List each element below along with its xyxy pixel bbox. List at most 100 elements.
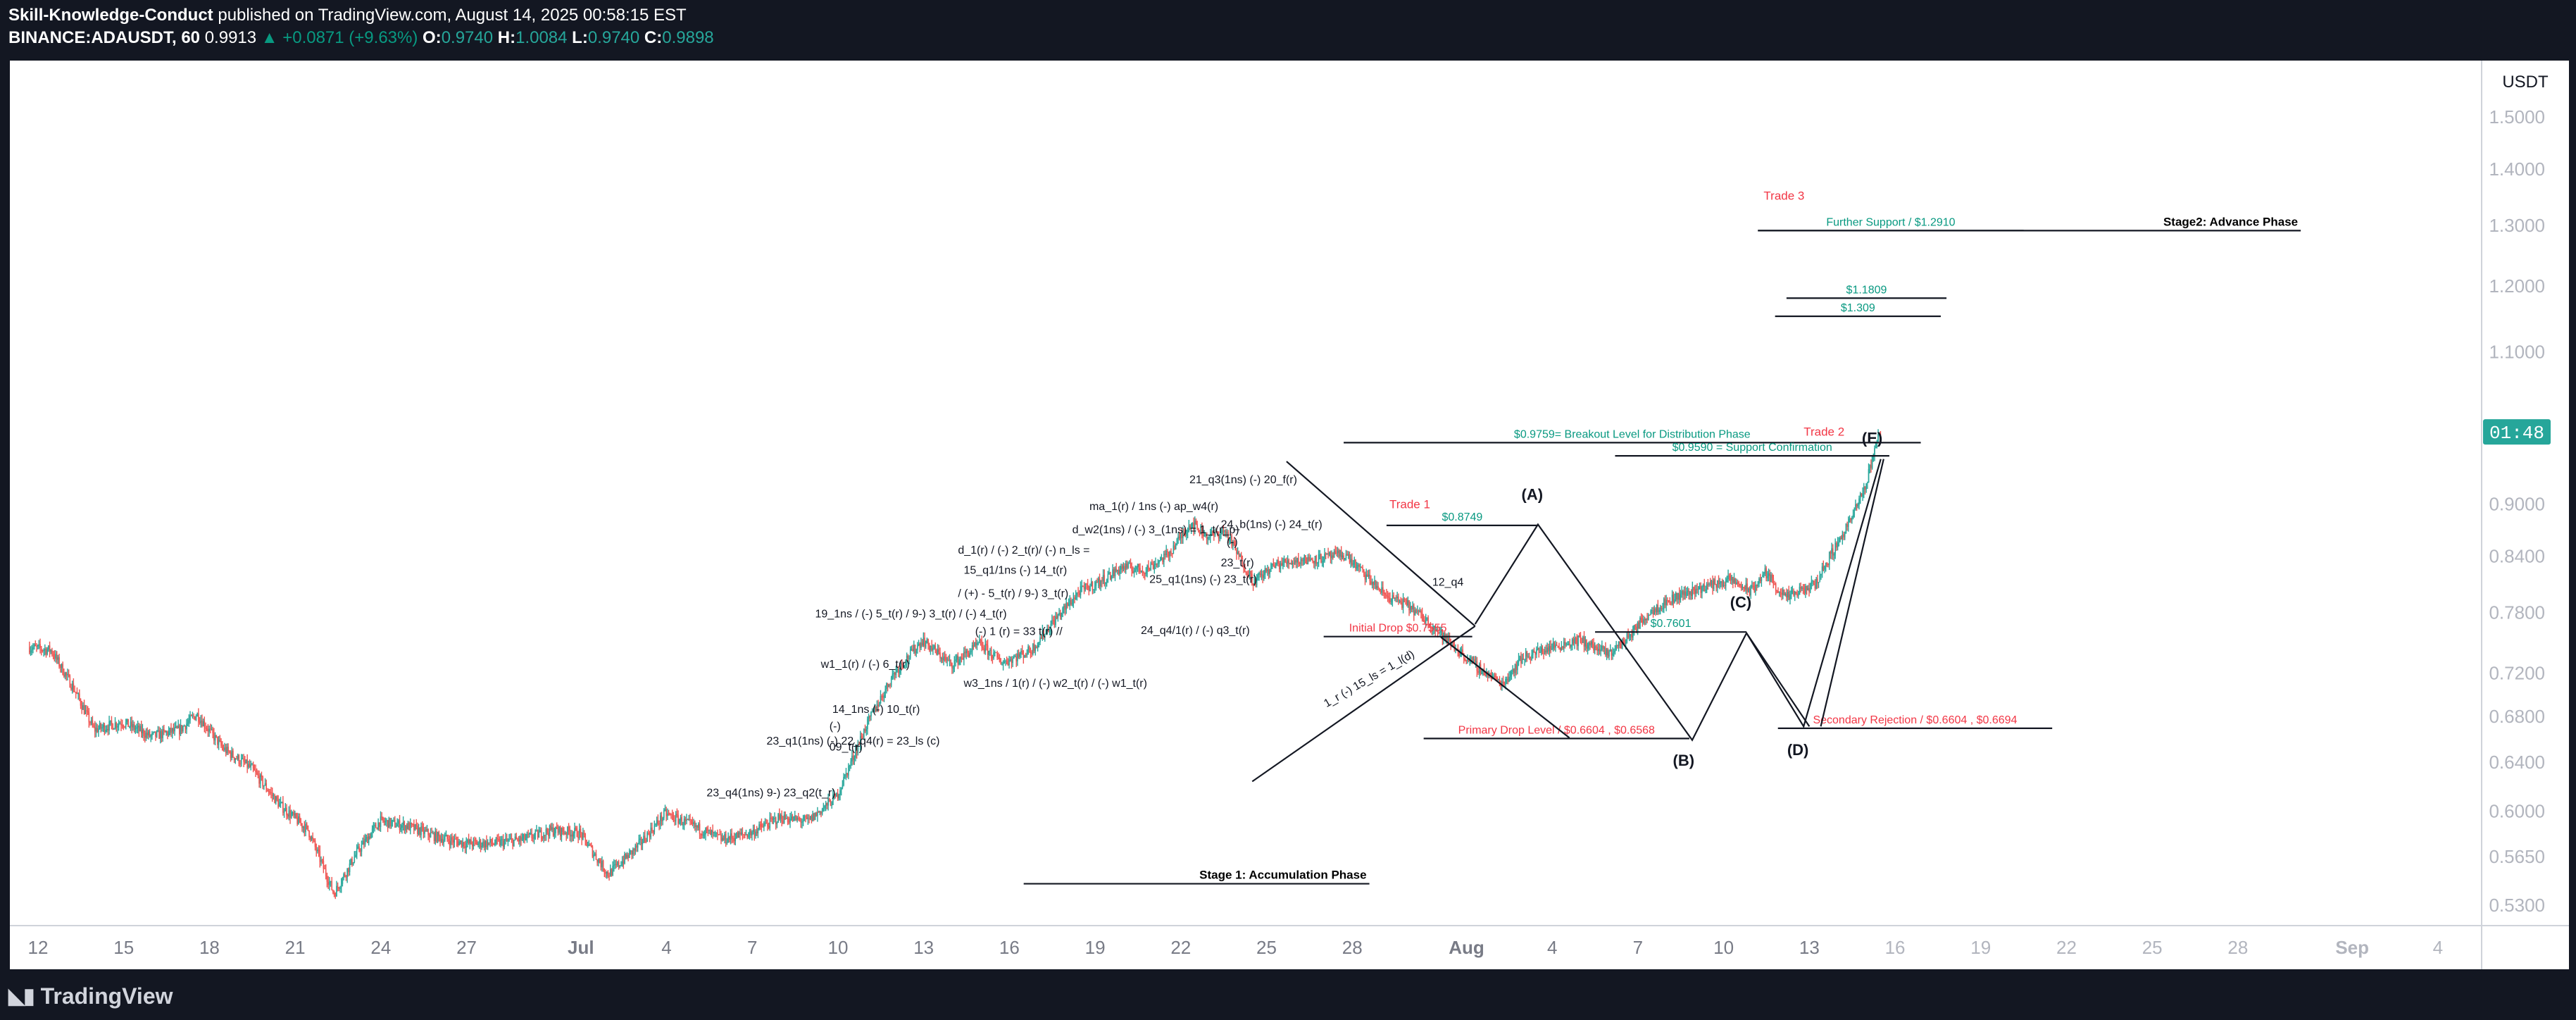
wave-count-label: 24_b(1ns) (-) 24_t(r)	[1221, 518, 1323, 530]
candle	[145, 728, 147, 741]
candle	[1058, 608, 1060, 616]
candle	[95, 722, 97, 738]
candle	[386, 818, 387, 827]
candle	[557, 824, 559, 836]
candle	[568, 823, 570, 835]
candle	[867, 716, 868, 735]
candle	[1282, 557, 1284, 570]
candle	[1325, 552, 1327, 559]
candle	[1600, 645, 1601, 657]
candle	[1146, 564, 1148, 578]
candle	[185, 725, 187, 733]
candle	[712, 824, 713, 839]
x-tick-label: 4	[2433, 937, 2443, 958]
candle	[1267, 564, 1268, 576]
candle	[1338, 548, 1340, 559]
candle	[1674, 593, 1675, 604]
candle	[989, 647, 991, 656]
candle	[783, 811, 785, 824]
price-chart[interactable]: USDT Stage 1: Accumulation PhaseStage2: …	[0, 61, 2576, 969]
y-tick-label: 1.1000	[2489, 342, 2545, 363]
countdown-text: 01:48	[2489, 423, 2544, 444]
candle	[104, 723, 106, 735]
candle	[876, 700, 878, 712]
candle	[107, 724, 109, 736]
candle	[479, 837, 480, 850]
candle	[545, 824, 547, 841]
candle	[119, 721, 121, 725]
candle	[981, 635, 982, 652]
candle	[1001, 661, 1003, 666]
candle	[1430, 622, 1432, 633]
candle	[1027, 644, 1029, 655]
candle	[992, 654, 994, 664]
candle	[1111, 575, 1113, 582]
candle	[613, 859, 615, 872]
tradingview-logo[interactable]: ◣▮ TradingView	[8, 983, 173, 1009]
candle	[649, 831, 651, 842]
candle	[1548, 643, 1549, 655]
candle	[1071, 599, 1073, 607]
candle	[1305, 555, 1306, 564]
plot-area[interactable]	[10, 61, 2482, 926]
time-axis[interactable]	[10, 926, 2482, 969]
candle	[1707, 578, 1709, 590]
candle	[644, 830, 646, 843]
candle	[1367, 570, 1368, 578]
symbol-name[interactable]: BINANCE:ADAUSDT, 60	[8, 28, 201, 47]
candle	[502, 834, 504, 851]
trendline	[1746, 633, 1811, 727]
candle	[255, 764, 256, 778]
candle	[727, 832, 729, 843]
candle	[565, 831, 568, 841]
author-name[interactable]: Skill-Knowledge-Conduct	[8, 6, 213, 25]
candle	[576, 826, 578, 838]
candle	[682, 821, 684, 830]
candle	[1746, 578, 1748, 596]
candle	[1192, 522, 1194, 529]
candle	[702, 831, 704, 839]
candle	[1645, 618, 1647, 625]
candle	[1523, 653, 1525, 660]
candle	[287, 813, 289, 819]
candle	[402, 816, 404, 831]
wave-count-label: 15_q1/1ns (-) 14_t(r)	[963, 564, 1067, 576]
candle	[1107, 571, 1109, 583]
candle	[371, 825, 373, 838]
candle	[487, 839, 489, 850]
candle	[1506, 676, 1508, 685]
candle	[730, 829, 732, 845]
candle	[1657, 599, 1659, 616]
candle	[511, 833, 513, 843]
candle	[276, 795, 278, 802]
candle	[1419, 607, 1421, 613]
candle	[1655, 607, 1656, 616]
candle	[1440, 626, 1442, 635]
candle	[969, 648, 971, 658]
candle	[689, 814, 691, 826]
candle	[1681, 585, 1682, 598]
candle	[1840, 535, 1842, 540]
candle	[243, 754, 244, 768]
candle	[486, 835, 487, 850]
candle	[563, 827, 565, 835]
candle	[1539, 646, 1541, 653]
candle	[45, 647, 47, 658]
candle	[38, 640, 40, 649]
candle	[548, 828, 549, 842]
candle	[396, 818, 398, 827]
annotation-line-label: $1.1809	[1846, 284, 1887, 296]
candle	[1862, 487, 1863, 502]
candle	[1361, 566, 1363, 568]
candle	[90, 716, 92, 726]
candle	[467, 838, 468, 848]
candle	[1140, 570, 1142, 573]
wave-count-label: 12_q4	[1432, 576, 1464, 588]
candle	[751, 830, 753, 841]
candle	[1299, 561, 1301, 567]
candle	[1615, 640, 1617, 651]
candle	[1052, 616, 1054, 625]
price-axis[interactable]	[2482, 61, 2569, 969]
candle	[1627, 628, 1629, 640]
candle	[1352, 560, 1354, 568]
